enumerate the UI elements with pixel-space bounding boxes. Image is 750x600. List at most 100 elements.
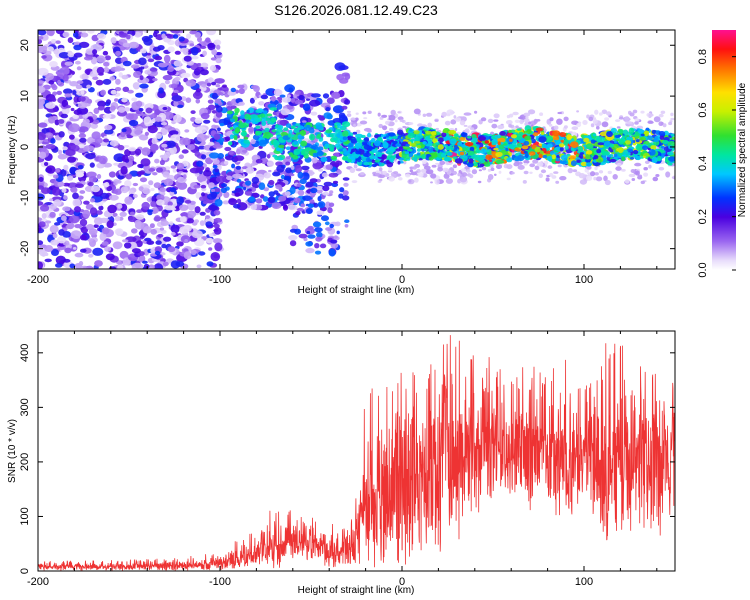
spectrogram-cell bbox=[82, 118, 90, 125]
spectrogram-cell bbox=[222, 200, 230, 205]
spectrogram-cell bbox=[457, 141, 463, 146]
colorbar: 0.00.20.40.60.8 Normalized spectral ampl… bbox=[697, 30, 748, 278]
spectrogram-cell bbox=[168, 221, 174, 226]
spectrogram-cell bbox=[264, 127, 270, 132]
spectrogram-cell bbox=[206, 261, 214, 267]
spectrogram-cell bbox=[38, 122, 48, 128]
spectrogram-cell bbox=[235, 126, 240, 132]
spectrogram-cell bbox=[213, 159, 220, 165]
spectrogram-cell bbox=[262, 196, 269, 202]
spectrogram-cell bbox=[535, 135, 540, 140]
spectrogram-cell bbox=[263, 172, 271, 179]
spectrogram-cell bbox=[526, 129, 532, 135]
spectrogram-cell bbox=[367, 132, 372, 138]
spectrogram-cell bbox=[38, 132, 46, 141]
spectrogram-cell bbox=[215, 84, 221, 88]
spectrogram-cell bbox=[571, 131, 578, 138]
spectrogram-cell bbox=[153, 182, 162, 189]
spectrogram-cell bbox=[146, 240, 155, 245]
spectrogram-cell bbox=[658, 131, 666, 136]
spectrogram-cell bbox=[65, 148, 76, 157]
spectrogram-cell bbox=[176, 196, 184, 205]
spectrogram-cell bbox=[593, 117, 597, 120]
spectrogram-cell bbox=[576, 110, 579, 113]
spectrogram-cell bbox=[658, 166, 665, 171]
spectrogram-cell bbox=[524, 118, 530, 123]
spectrogram-cell bbox=[522, 180, 527, 184]
spectrogram-cell bbox=[122, 86, 130, 93]
spectrogram-cell bbox=[437, 144, 444, 150]
spectrogram-cell bbox=[331, 91, 341, 99]
spectrogram-cell bbox=[659, 135, 665, 140]
spectrogram-cell bbox=[110, 89, 117, 95]
spectrogram-cell bbox=[233, 135, 238, 141]
spectrogram-cell bbox=[566, 134, 572, 141]
spectrogram-cell bbox=[288, 152, 294, 156]
spectrogram-cell bbox=[316, 185, 324, 191]
spectrogram-cell bbox=[213, 39, 222, 46]
y-tick-label: -10 bbox=[19, 190, 31, 206]
spectrogram-cell bbox=[256, 204, 263, 210]
spectrogram-cell bbox=[139, 48, 147, 54]
spectrogram-cell bbox=[582, 120, 588, 125]
spectrogram-cell bbox=[302, 195, 313, 202]
spectrogram-cell bbox=[290, 125, 296, 130]
spectrogram-cell bbox=[112, 212, 118, 217]
spectrogram-cell bbox=[338, 114, 348, 123]
spectrogram-cell bbox=[631, 178, 636, 181]
spectrogram-cell bbox=[409, 169, 413, 173]
spectrogram-cell bbox=[38, 177, 44, 182]
spectrogram-cell bbox=[121, 97, 128, 103]
spectrogram-cell bbox=[38, 99, 45, 106]
spectrogram-cell bbox=[424, 148, 428, 151]
spectrogram-cell bbox=[336, 74, 345, 81]
spectrogram-cell bbox=[498, 170, 502, 174]
spectrogram-cell bbox=[235, 149, 242, 155]
spectrogram-cell bbox=[172, 89, 179, 93]
spectrogram-cell bbox=[129, 211, 135, 216]
spectrogram-cell bbox=[535, 127, 544, 132]
spectrogram-cell bbox=[285, 123, 292, 128]
snr-x-label: Height of straight line (km) bbox=[298, 585, 415, 596]
spectrogram-cell bbox=[73, 52, 83, 58]
spectrogram-cell bbox=[312, 162, 323, 170]
spectrogram-cell bbox=[452, 164, 457, 169]
colorbar-gradient bbox=[712, 30, 736, 270]
spectrogram-cell bbox=[65, 224, 73, 229]
spectrogram-cell bbox=[76, 80, 84, 84]
spectrogram-cell bbox=[194, 206, 201, 214]
spectrogram-cell bbox=[586, 150, 593, 155]
spectrogram-cell bbox=[213, 217, 223, 223]
spectrogram-cell bbox=[266, 113, 273, 117]
spectrogram-cell bbox=[289, 173, 295, 177]
spectrogram-cell bbox=[314, 250, 322, 255]
spectrogram-cell bbox=[515, 125, 519, 129]
spectrogram-cell bbox=[169, 146, 177, 155]
spectrogram-cell bbox=[350, 138, 358, 144]
spectrogram-cell bbox=[487, 174, 494, 180]
spectrogram-cell bbox=[76, 106, 89, 115]
spectrogram-cell bbox=[484, 140, 489, 144]
spectrogram-cell bbox=[570, 147, 575, 152]
spectrogram-cell bbox=[39, 151, 47, 159]
spectrogram-cell bbox=[450, 119, 457, 125]
spectrogram-cell bbox=[289, 240, 297, 247]
spectrogram-cell bbox=[206, 82, 212, 87]
spectrogram-cell bbox=[519, 119, 524, 125]
spectrogram-cell bbox=[162, 155, 168, 161]
spectrogram-cell bbox=[590, 123, 595, 128]
spectrogram-cell bbox=[140, 66, 145, 70]
spectrogram-cell bbox=[377, 112, 381, 117]
spectrogram-cell bbox=[547, 143, 553, 148]
spectrogram-cell bbox=[186, 218, 195, 224]
spectrogram-cell bbox=[442, 129, 448, 133]
spectrogram-cell bbox=[454, 127, 458, 132]
spectrogram-cell bbox=[186, 60, 194, 66]
spectrogram-cell bbox=[164, 80, 170, 85]
spectrogram-cell bbox=[624, 116, 630, 122]
spectrogram-cell bbox=[505, 120, 513, 125]
spectrogram-cell bbox=[285, 167, 293, 174]
spectrogram-cell bbox=[300, 165, 310, 171]
spectrogram-cell bbox=[517, 164, 525, 170]
spectrogram-cell bbox=[194, 117, 203, 124]
